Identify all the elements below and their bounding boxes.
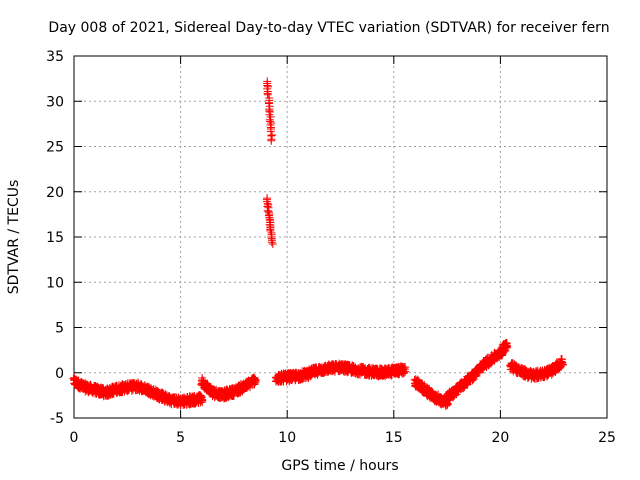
- y-axis-label: SDTVAR / TECUs: [6, 180, 22, 295]
- x-tick-label: 10: [278, 430, 296, 446]
- data-point: [401, 363, 410, 372]
- x-tick-label: 5: [176, 430, 185, 446]
- y-tick-label: 20: [46, 185, 64, 201]
- x-tick-label: 15: [385, 430, 403, 446]
- data-point: [266, 226, 275, 235]
- data-point: [198, 395, 207, 404]
- x-tick-label: 0: [70, 430, 79, 446]
- x-tick-labels: 0 5 10 15 20 25: [70, 430, 616, 446]
- data-point: [267, 232, 276, 241]
- y-tick-label: 10: [46, 275, 64, 291]
- y-tick-label: 25: [46, 140, 64, 156]
- y-tick-labels: -5 0 5 10 15 20 25 30 35: [46, 49, 64, 427]
- data-point: [400, 368, 409, 377]
- data-point: [267, 136, 276, 145]
- data-point: [268, 131, 277, 140]
- x-tick-label: 25: [598, 430, 616, 446]
- y-tick-label: 30: [46, 94, 64, 110]
- data-point: [197, 393, 206, 402]
- data-point: [263, 90, 272, 99]
- chart-title: Day 008 of 2021, Sidereal Day-to-day VTE…: [48, 20, 609, 36]
- x-tick-label: 20: [491, 430, 509, 446]
- y-tick-label: 0: [55, 366, 64, 382]
- data-points: [69, 77, 567, 410]
- y-tick-label: 5: [55, 321, 64, 337]
- data-point: [268, 240, 277, 249]
- y-tick-label: 35: [46, 49, 64, 65]
- x-axis-label: GPS time / hours: [281, 458, 398, 474]
- y-tick-label: -5: [50, 411, 64, 427]
- data-point: [250, 379, 259, 388]
- y-tick-label: 15: [46, 230, 64, 246]
- axis-ticks: [73, 55, 608, 419]
- data-point: [267, 238, 276, 247]
